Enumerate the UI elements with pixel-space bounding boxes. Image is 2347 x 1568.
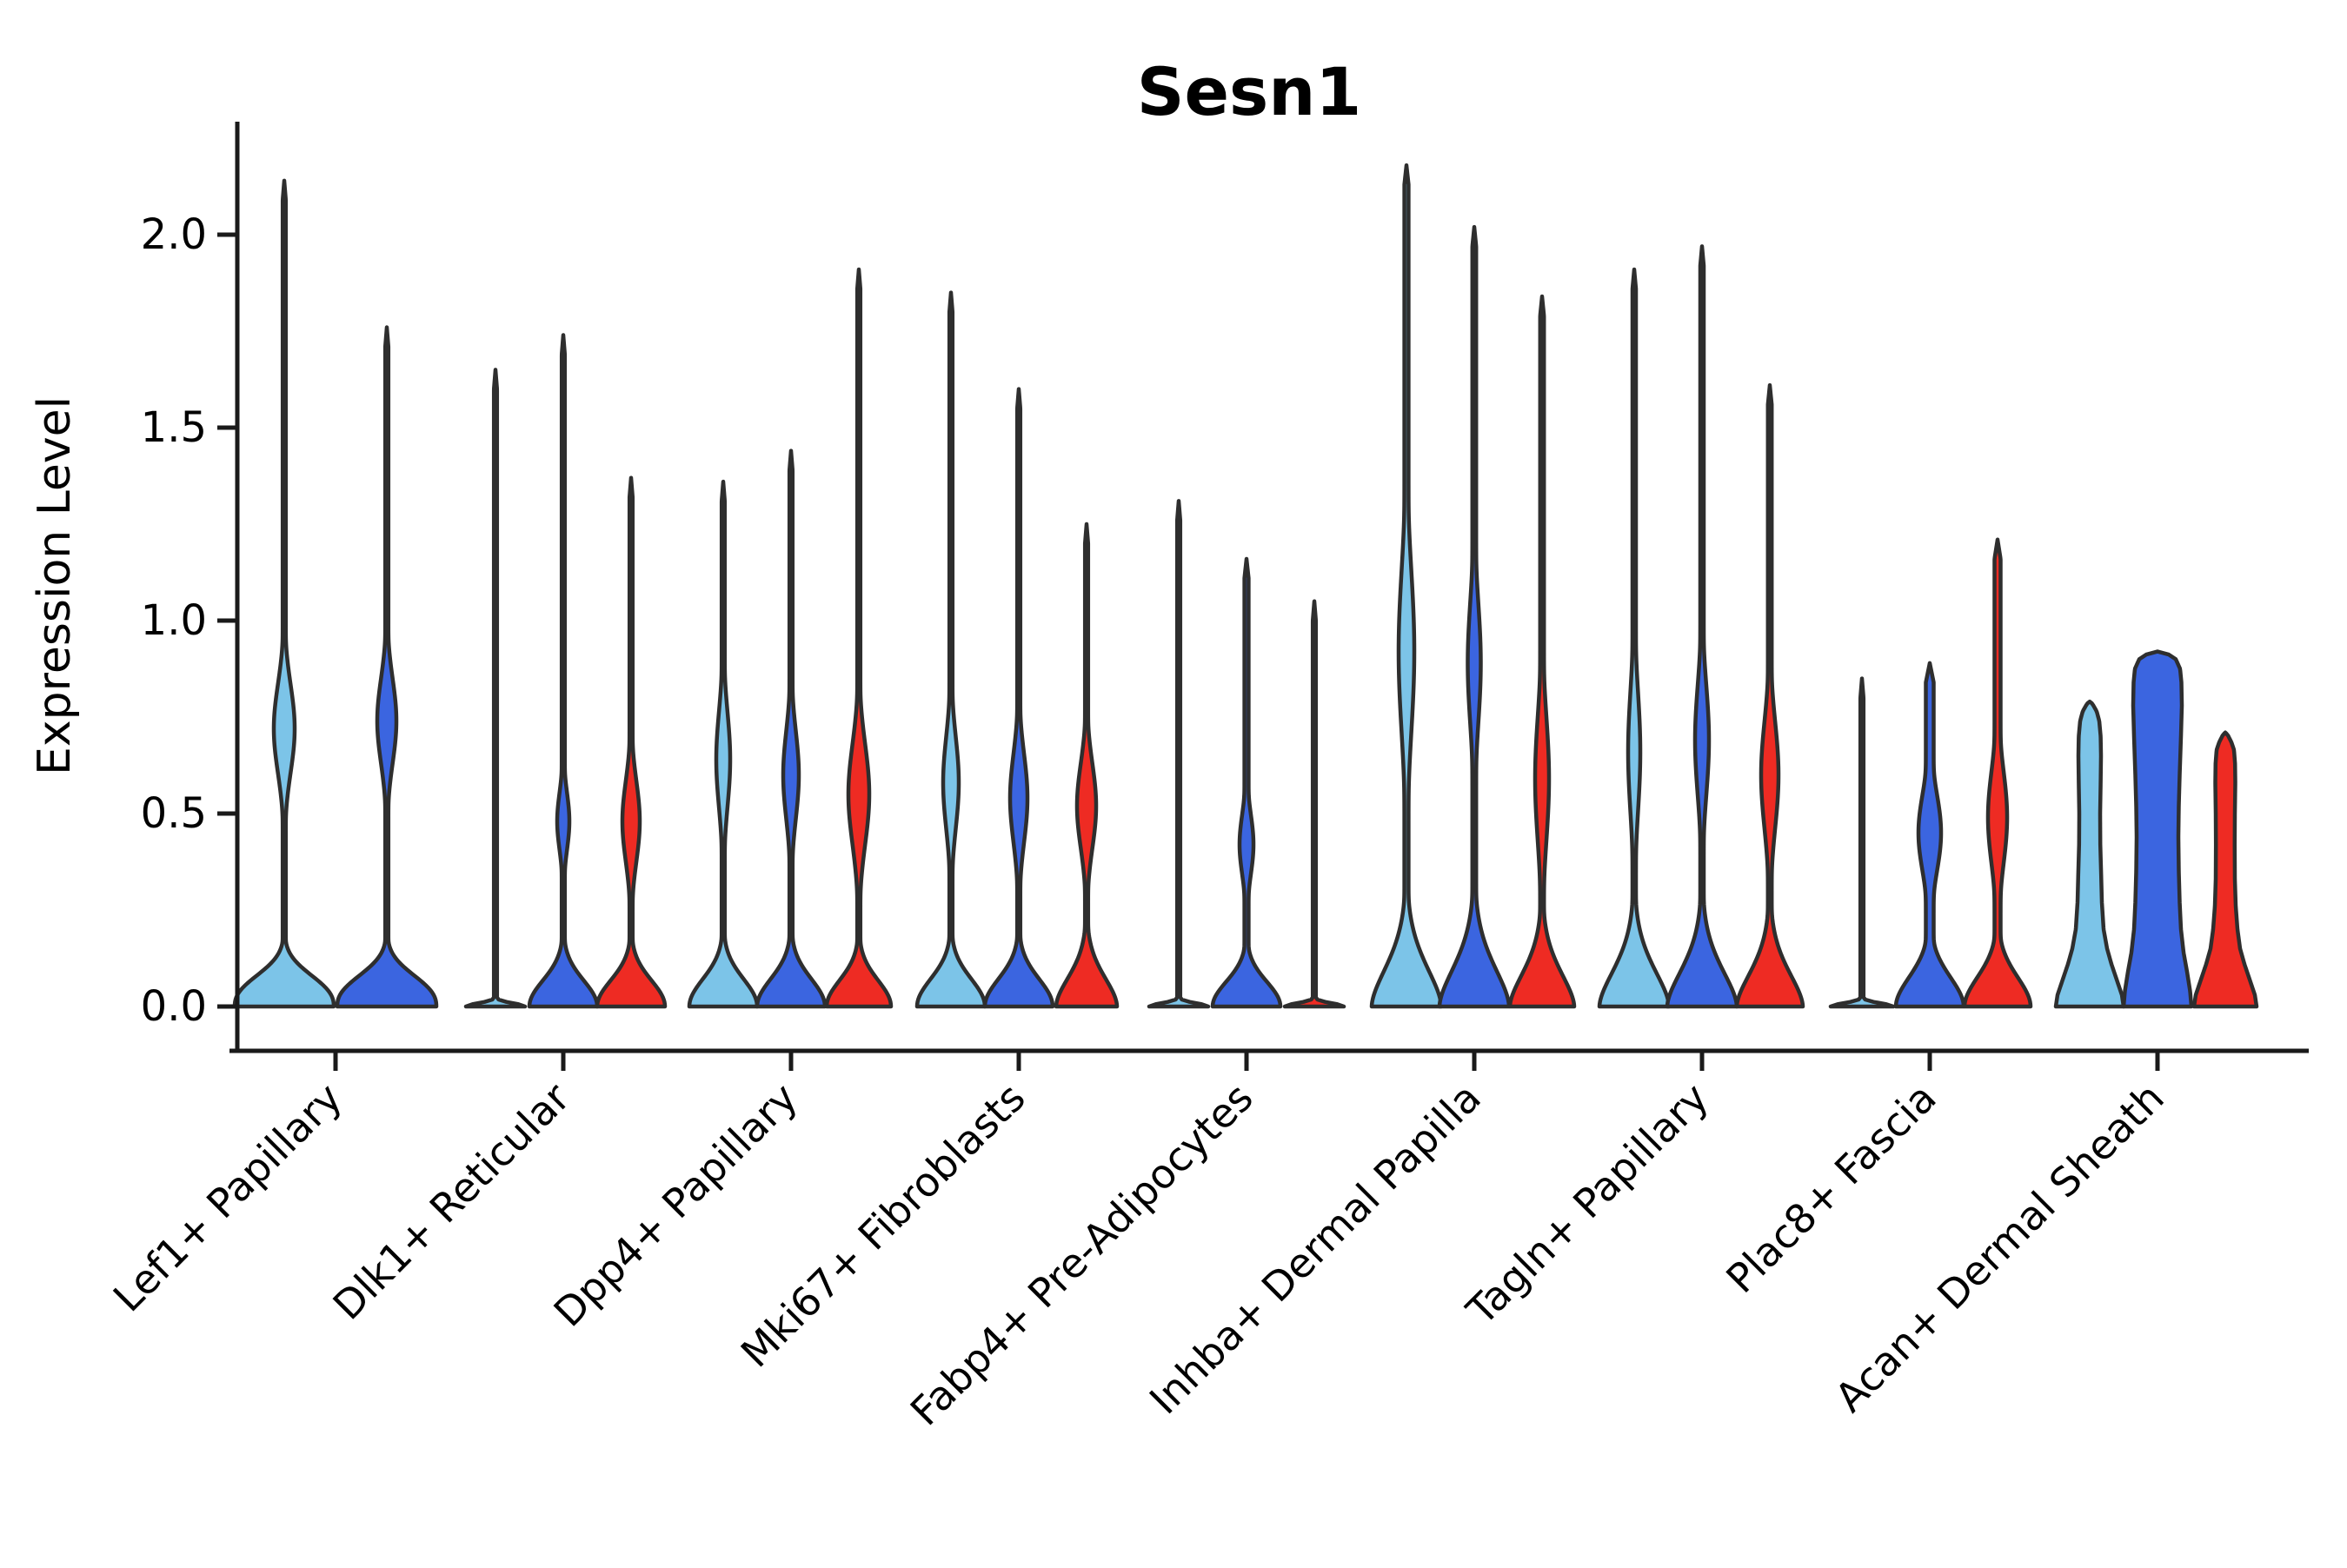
- violin-8-split-red: [1962, 537, 2033, 1009]
- violins-layer: [232, 163, 2259, 1009]
- x-tick-label: Lef1+ Papillary: [104, 1074, 351, 1321]
- violin-8-split-lightblue: [1828, 676, 1896, 1009]
- violin-5-split-darkblue: [1210, 556, 1283, 1009]
- violin-3-split-lightblue: [687, 479, 760, 1009]
- violin-9-split-darkblue: [2121, 649, 2194, 1009]
- x-tick-label: Plac8+ Fascia: [1717, 1074, 1945, 1302]
- violin-2-split-lightblue: [463, 368, 528, 1009]
- violin-2-split-darkblue: [527, 333, 600, 1009]
- violin-6-split-lightblue: [1369, 163, 1444, 1009]
- violin-7-split-darkblue: [1665, 244, 1739, 1009]
- violin-9-split-red: [2191, 730, 2259, 1009]
- x-tick-label: Tagln+ Papillary: [1457, 1074, 1718, 1335]
- violin-8-split-darkblue: [1893, 661, 1966, 1009]
- violin-3-split-red: [824, 267, 894, 1009]
- violin-7-split-lightblue: [1597, 267, 1672, 1009]
- violin-5-split-lightblue: [1147, 499, 1211, 1009]
- x-tick-label: Dpp4+ Papillary: [545, 1074, 807, 1336]
- violin-4-split-lightblue: [914, 290, 987, 1009]
- y-tick-label: 2.0: [141, 210, 207, 259]
- violin-2-split-red: [595, 475, 668, 1009]
- chart-title: Sesn1: [1137, 53, 1362, 130]
- violin-1-split-darkblue: [335, 325, 439, 1009]
- y-axis-label: Expression Level: [29, 396, 81, 775]
- violin-6-split-darkblue: [1437, 224, 1512, 1009]
- violin-4-split-red: [1054, 522, 1120, 1009]
- violin-7-split-red: [1734, 382, 1805, 1009]
- violin-9-split-lightblue: [2053, 699, 2126, 1009]
- y-tick-label: 1.0: [141, 596, 207, 645]
- violin-5-split-red: [1282, 599, 1346, 1009]
- y-tick-label: 0.0: [141, 982, 207, 1031]
- violin-1-split-lightblue: [232, 178, 336, 1009]
- violin-3-split-darkblue: [755, 448, 828, 1009]
- y-tick-label: 0.5: [141, 789, 207, 838]
- violin-4-split-darkblue: [982, 387, 1055, 1009]
- y-tick-label: 1.5: [141, 403, 207, 452]
- violin-6-split-red: [1507, 294, 1577, 1009]
- x-tick-label: Dlk1+ Reticular: [324, 1074, 579, 1329]
